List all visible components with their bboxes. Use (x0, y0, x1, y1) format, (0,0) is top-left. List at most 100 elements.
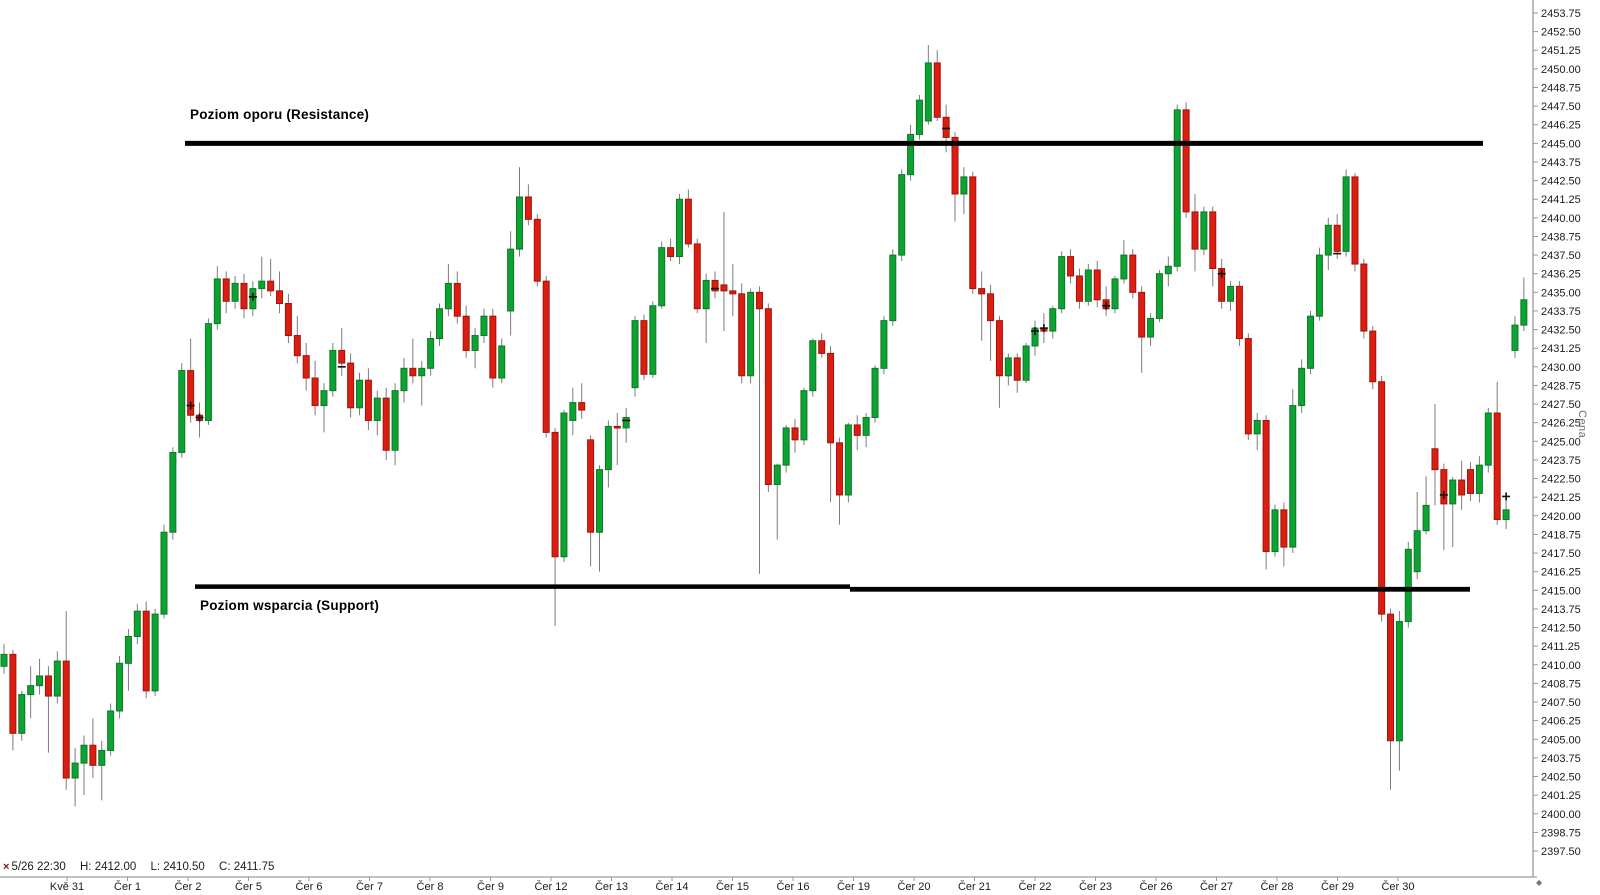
candle-up (124, 635, 132, 664)
candle-up (1475, 464, 1483, 494)
close-marker-icon[interactable]: × (3, 861, 10, 873)
candle-down (9, 653, 17, 734)
candle-up (1004, 357, 1012, 377)
candle-up (1022, 345, 1030, 381)
candle-down (1351, 176, 1359, 265)
candle-up (516, 196, 524, 250)
candle-down (951, 136, 959, 195)
price-tick-label: 2412.50 (1541, 623, 1581, 635)
candle-down (1440, 469, 1448, 505)
candle-down (995, 320, 1003, 377)
candle-down (222, 278, 230, 302)
marker-plus (198, 413, 201, 422)
price-tick-label: 2416.25 (1541, 567, 1581, 579)
corner-resize-icon[interactable]: ◆ (1536, 878, 1543, 887)
price-tick-label: 2413.75 (1541, 604, 1581, 616)
candle-down (187, 370, 195, 416)
candle-up (649, 305, 657, 375)
candle-up (27, 685, 35, 696)
candle-down (587, 439, 595, 533)
candle-up (444, 282, 452, 310)
candle-up (471, 335, 479, 351)
candle-up (356, 379, 364, 409)
candle-down (1138, 291, 1146, 338)
marker-plus (1443, 490, 1445, 499)
candle-up (204, 323, 212, 421)
candle-up (604, 425, 612, 471)
price-tick-label: 2436.25 (1541, 269, 1581, 281)
candle-up (658, 247, 666, 307)
candle-up (1298, 367, 1306, 407)
candle-down (1431, 448, 1439, 471)
date-label: Čer 1 (114, 880, 141, 893)
candle-up (213, 278, 221, 325)
marker-plus (252, 292, 254, 301)
candle-up (178, 370, 186, 453)
marker-dash (622, 419, 631, 422)
support-line-left[interactable] (195, 584, 850, 589)
candle-down (729, 290, 737, 295)
candle-down (542, 280, 550, 433)
price-tick-label: 2402.50 (1541, 772, 1581, 784)
candle-up (418, 367, 426, 377)
candle-down (1467, 469, 1475, 494)
candle-up (871, 367, 879, 418)
candle-down (1235, 285, 1243, 340)
candle-down (1244, 338, 1252, 435)
candle-up (898, 174, 906, 256)
candle-down (791, 427, 799, 441)
candle-up (1422, 504, 1430, 532)
candle-down (1262, 419, 1270, 553)
candle-up (1155, 273, 1163, 319)
support-line-right[interactable] (850, 586, 1470, 592)
price-tick-label: 2433.75 (1541, 306, 1581, 318)
candle-down (853, 424, 861, 436)
candle-down (311, 377, 319, 407)
candle-up (1484, 412, 1492, 466)
price-tick-label: 2428.75 (1541, 380, 1581, 392)
candle-up (1253, 419, 1261, 435)
candle-up (400, 367, 408, 392)
candle-down (755, 291, 763, 310)
candle-up (844, 424, 852, 496)
date-label: Čer 28 (1260, 880, 1293, 893)
price-tick-label: 2406.25 (1541, 716, 1581, 728)
candle-down (764, 308, 772, 486)
price-tick-label: 2397.50 (1541, 846, 1581, 858)
candle-up (169, 451, 177, 533)
candle-down (1378, 381, 1386, 615)
candle-down (293, 335, 301, 357)
candle-up (747, 291, 755, 377)
date-label: Čer 20 (897, 880, 930, 893)
price-tick-label: 2423.75 (1541, 455, 1581, 467)
date-label: Čer 16 (776, 880, 809, 893)
candle-up (595, 469, 603, 533)
status-close: C: 2411.75 (219, 861, 275, 873)
candle-up (915, 99, 923, 135)
candle-up (809, 340, 817, 392)
candle-down (1209, 211, 1217, 270)
price-tick-label: 2453.75 (1541, 8, 1581, 20)
candle-up (702, 279, 710, 310)
candle-up (1395, 621, 1403, 742)
resistance-line[interactable] (185, 140, 1483, 146)
candle-up (1502, 509, 1510, 521)
candle-down (1333, 224, 1341, 252)
candle-up (800, 390, 808, 441)
candle-down (711, 279, 719, 292)
date-label: Kvě 31 (50, 881, 84, 893)
price-tick-label: 2415.00 (1541, 585, 1581, 597)
price-tick-label: 2410.00 (1541, 660, 1581, 672)
candle-down (62, 660, 70, 779)
candle-up (1449, 479, 1457, 505)
candle-up (480, 315, 488, 337)
candle-down (142, 610, 150, 692)
candle-down (942, 116, 950, 138)
candle-down (240, 282, 248, 310)
price-tick-label: 2417.50 (1541, 548, 1581, 560)
candle-down (284, 303, 292, 337)
price-tick-label: 2430.00 (1541, 362, 1581, 374)
candle-down (1218, 268, 1226, 302)
candle-up (373, 397, 381, 421)
